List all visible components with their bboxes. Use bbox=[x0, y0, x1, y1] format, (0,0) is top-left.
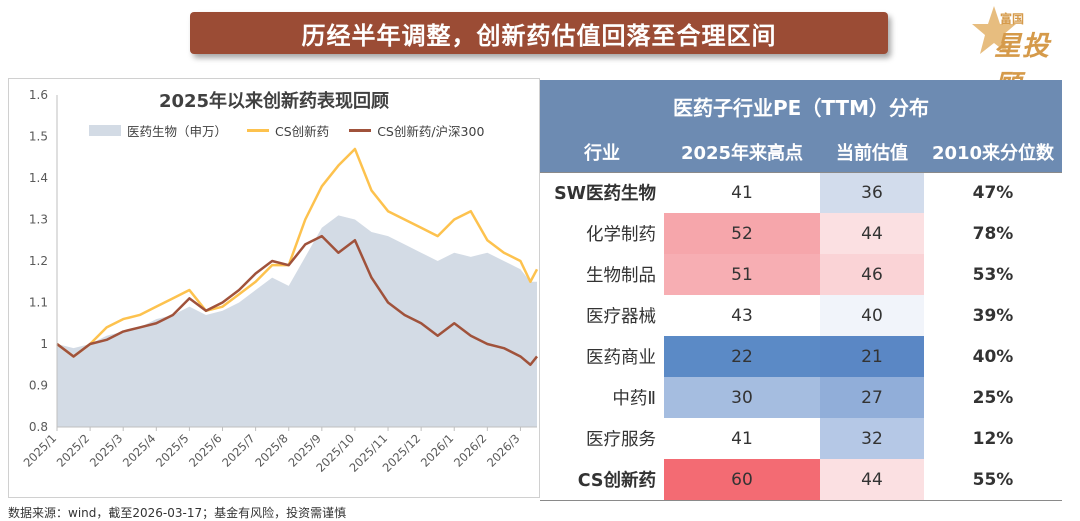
cell-current: 27 bbox=[820, 377, 924, 418]
column-header: 行业 bbox=[584, 143, 620, 164]
pe-table: 医药子行业PE（TTM）分布 行业 2025年来高点 当前估值 2010来分位数… bbox=[540, 80, 1062, 501]
chart-title: 2025年以来创新药表现回顾 bbox=[158, 91, 390, 112]
cell-current: 44 bbox=[820, 459, 924, 500]
y-tick-label: 1 bbox=[40, 337, 48, 351]
x-tick-label: 2025/8 bbox=[252, 431, 291, 470]
x-tick-label: 2026/1 bbox=[418, 431, 457, 470]
table-row: 生物制品 51 46 53% bbox=[540, 254, 1062, 295]
legend-label: 医药生物（申万） bbox=[127, 124, 228, 139]
chart-legend: 医药生物（申万） CS创新药 CS创新药/沪深300 bbox=[89, 121, 484, 140]
cell-percentile: 55% bbox=[972, 469, 1014, 490]
cell-industry: CS创新药 bbox=[577, 471, 656, 491]
cell-industry: 医疗服务 bbox=[586, 430, 656, 450]
table-row: CS创新药 60 44 55% bbox=[540, 459, 1062, 500]
legend-swatch-line bbox=[349, 129, 372, 132]
star-icon bbox=[972, 6, 1016, 54]
y-tick-label: 1.6 bbox=[29, 88, 48, 102]
legend-item-cs: CS创新药 bbox=[247, 121, 329, 140]
table-divider bbox=[540, 172, 1062, 173]
cell-industry: 化学制药 bbox=[586, 225, 656, 245]
brand-logo: 富国 星投顾 bbox=[972, 4, 1072, 101]
cell-industry: 中药Ⅱ bbox=[612, 389, 656, 409]
cell-current: 21 bbox=[820, 336, 924, 377]
y-tick-label: 1.4 bbox=[29, 171, 48, 185]
cell-percentile: 78% bbox=[972, 223, 1014, 244]
cell-percentile: 12% bbox=[972, 428, 1014, 449]
table-row: 医疗器械 43 40 39% bbox=[540, 295, 1062, 336]
table-title: 医药子行业PE（TTM）分布 bbox=[540, 80, 1062, 132]
cell-industry: SW医药生物 bbox=[554, 184, 656, 204]
cell-percentile: 40% bbox=[972, 346, 1014, 367]
cell-percentile: 47% bbox=[972, 182, 1014, 203]
cell-high: 30 bbox=[664, 377, 820, 418]
table-row: 医疗服务 41 32 12% bbox=[540, 418, 1062, 459]
cell-current: 36 bbox=[820, 172, 924, 213]
cell-high: 60 bbox=[664, 459, 820, 500]
x-tick-label: 2025/4 bbox=[120, 431, 159, 470]
cell-percentile: 53% bbox=[972, 264, 1014, 285]
legend-label: CS创新药/沪深300 bbox=[377, 124, 485, 139]
x-tick-label: 2025/6 bbox=[186, 431, 225, 470]
y-tick-label: 0.8 bbox=[29, 420, 48, 434]
x-tick-label: 2025/2 bbox=[54, 431, 93, 470]
table-divider bbox=[540, 500, 1062, 501]
x-tick-label: 2026/2 bbox=[451, 431, 490, 470]
cell-industry: 医药商业 bbox=[586, 348, 656, 368]
table-row: 中药Ⅱ 30 27 25% bbox=[540, 377, 1062, 418]
cell-percentile: 39% bbox=[972, 305, 1014, 326]
series-line-ratio bbox=[56, 234, 538, 366]
column-header: 2010来分位数 bbox=[931, 143, 1055, 164]
line-chart-panel: 0.8 0.9 1 1.1 1.2 1.3 1.4 1.5 1.6 2025/1 2025/2 202… bbox=[8, 78, 540, 498]
cell-current: 46 bbox=[820, 254, 924, 295]
cell-high: 43 bbox=[664, 295, 820, 336]
cell-current: 32 bbox=[820, 418, 924, 459]
cell-high: 52 bbox=[664, 213, 820, 254]
line-chart: 0.80.911.11.21.31.41.51.62025/12025/2202… bbox=[21, 88, 539, 475]
cell-industry: 生物制品 bbox=[586, 266, 656, 286]
x-tick-label: 2025/1 bbox=[21, 431, 60, 470]
banner-title: 历经半年调整，创新药估值回落至合理区间 bbox=[190, 12, 888, 54]
x-tick-label: 2025/3 bbox=[87, 431, 126, 470]
cell-current: 44 bbox=[820, 213, 924, 254]
legend-item-area: 医药生物（申万） bbox=[89, 121, 227, 140]
cell-high: 41 bbox=[664, 172, 820, 213]
cell-high: 51 bbox=[664, 254, 820, 295]
y-tick-label: 1.2 bbox=[29, 254, 48, 268]
y-tick-label: 0.9 bbox=[29, 379, 48, 393]
cell-high: 41 bbox=[664, 418, 820, 459]
series-area-医药生物 bbox=[57, 215, 537, 427]
table-row: 化学制药 52 44 78% bbox=[540, 213, 1062, 254]
table-row: SW医药生物 41 36 47% bbox=[540, 172, 1062, 213]
cell-current: 40 bbox=[820, 295, 924, 336]
x-tick-label: 2025/5 bbox=[153, 431, 192, 470]
legend-swatch-line bbox=[247, 129, 270, 132]
x-tick-label: 2025/7 bbox=[219, 431, 258, 470]
y-tick-label: 1.3 bbox=[29, 213, 48, 227]
x-tick-label: 2026/3 bbox=[484, 431, 523, 470]
footnote: 数据来源：wind，截至2026-03-17；基金有风险，投资需谨慎 bbox=[8, 506, 347, 520]
y-tick-label: 1.5 bbox=[29, 130, 48, 144]
cell-percentile: 25% bbox=[972, 387, 1014, 408]
logo-small-text: 富国 bbox=[1000, 12, 1025, 26]
table-row: 医药商业 22 21 40% bbox=[540, 336, 1062, 377]
legend-item-ratio: CS创新药/沪深300 bbox=[349, 121, 484, 140]
column-header: 当前估值 bbox=[836, 143, 908, 164]
legend-swatch-area bbox=[89, 125, 121, 136]
legend-label: CS创新药 bbox=[275, 124, 330, 139]
table-header: 行业 2025年来高点 当前估值 2010来分位数 bbox=[540, 132, 1062, 172]
column-header: 2025年来高点 bbox=[680, 143, 804, 164]
cell-industry: 医疗器械 bbox=[586, 307, 656, 327]
cell-high: 22 bbox=[664, 336, 820, 377]
series-line-cs bbox=[56, 147, 539, 358]
y-tick-label: 1.1 bbox=[29, 296, 48, 310]
